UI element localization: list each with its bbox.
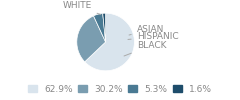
- Wedge shape: [85, 13, 134, 71]
- Wedge shape: [77, 16, 106, 62]
- Legend: 62.9%, 30.2%, 5.3%, 1.6%: 62.9%, 30.2%, 5.3%, 1.6%: [27, 84, 213, 94]
- Text: BLACK: BLACK: [124, 41, 166, 56]
- Text: WHITE: WHITE: [62, 2, 101, 15]
- Text: HISPANIC: HISPANIC: [128, 32, 178, 41]
- Wedge shape: [94, 13, 106, 42]
- Text: ASIAN: ASIAN: [129, 25, 164, 35]
- Wedge shape: [103, 13, 106, 42]
